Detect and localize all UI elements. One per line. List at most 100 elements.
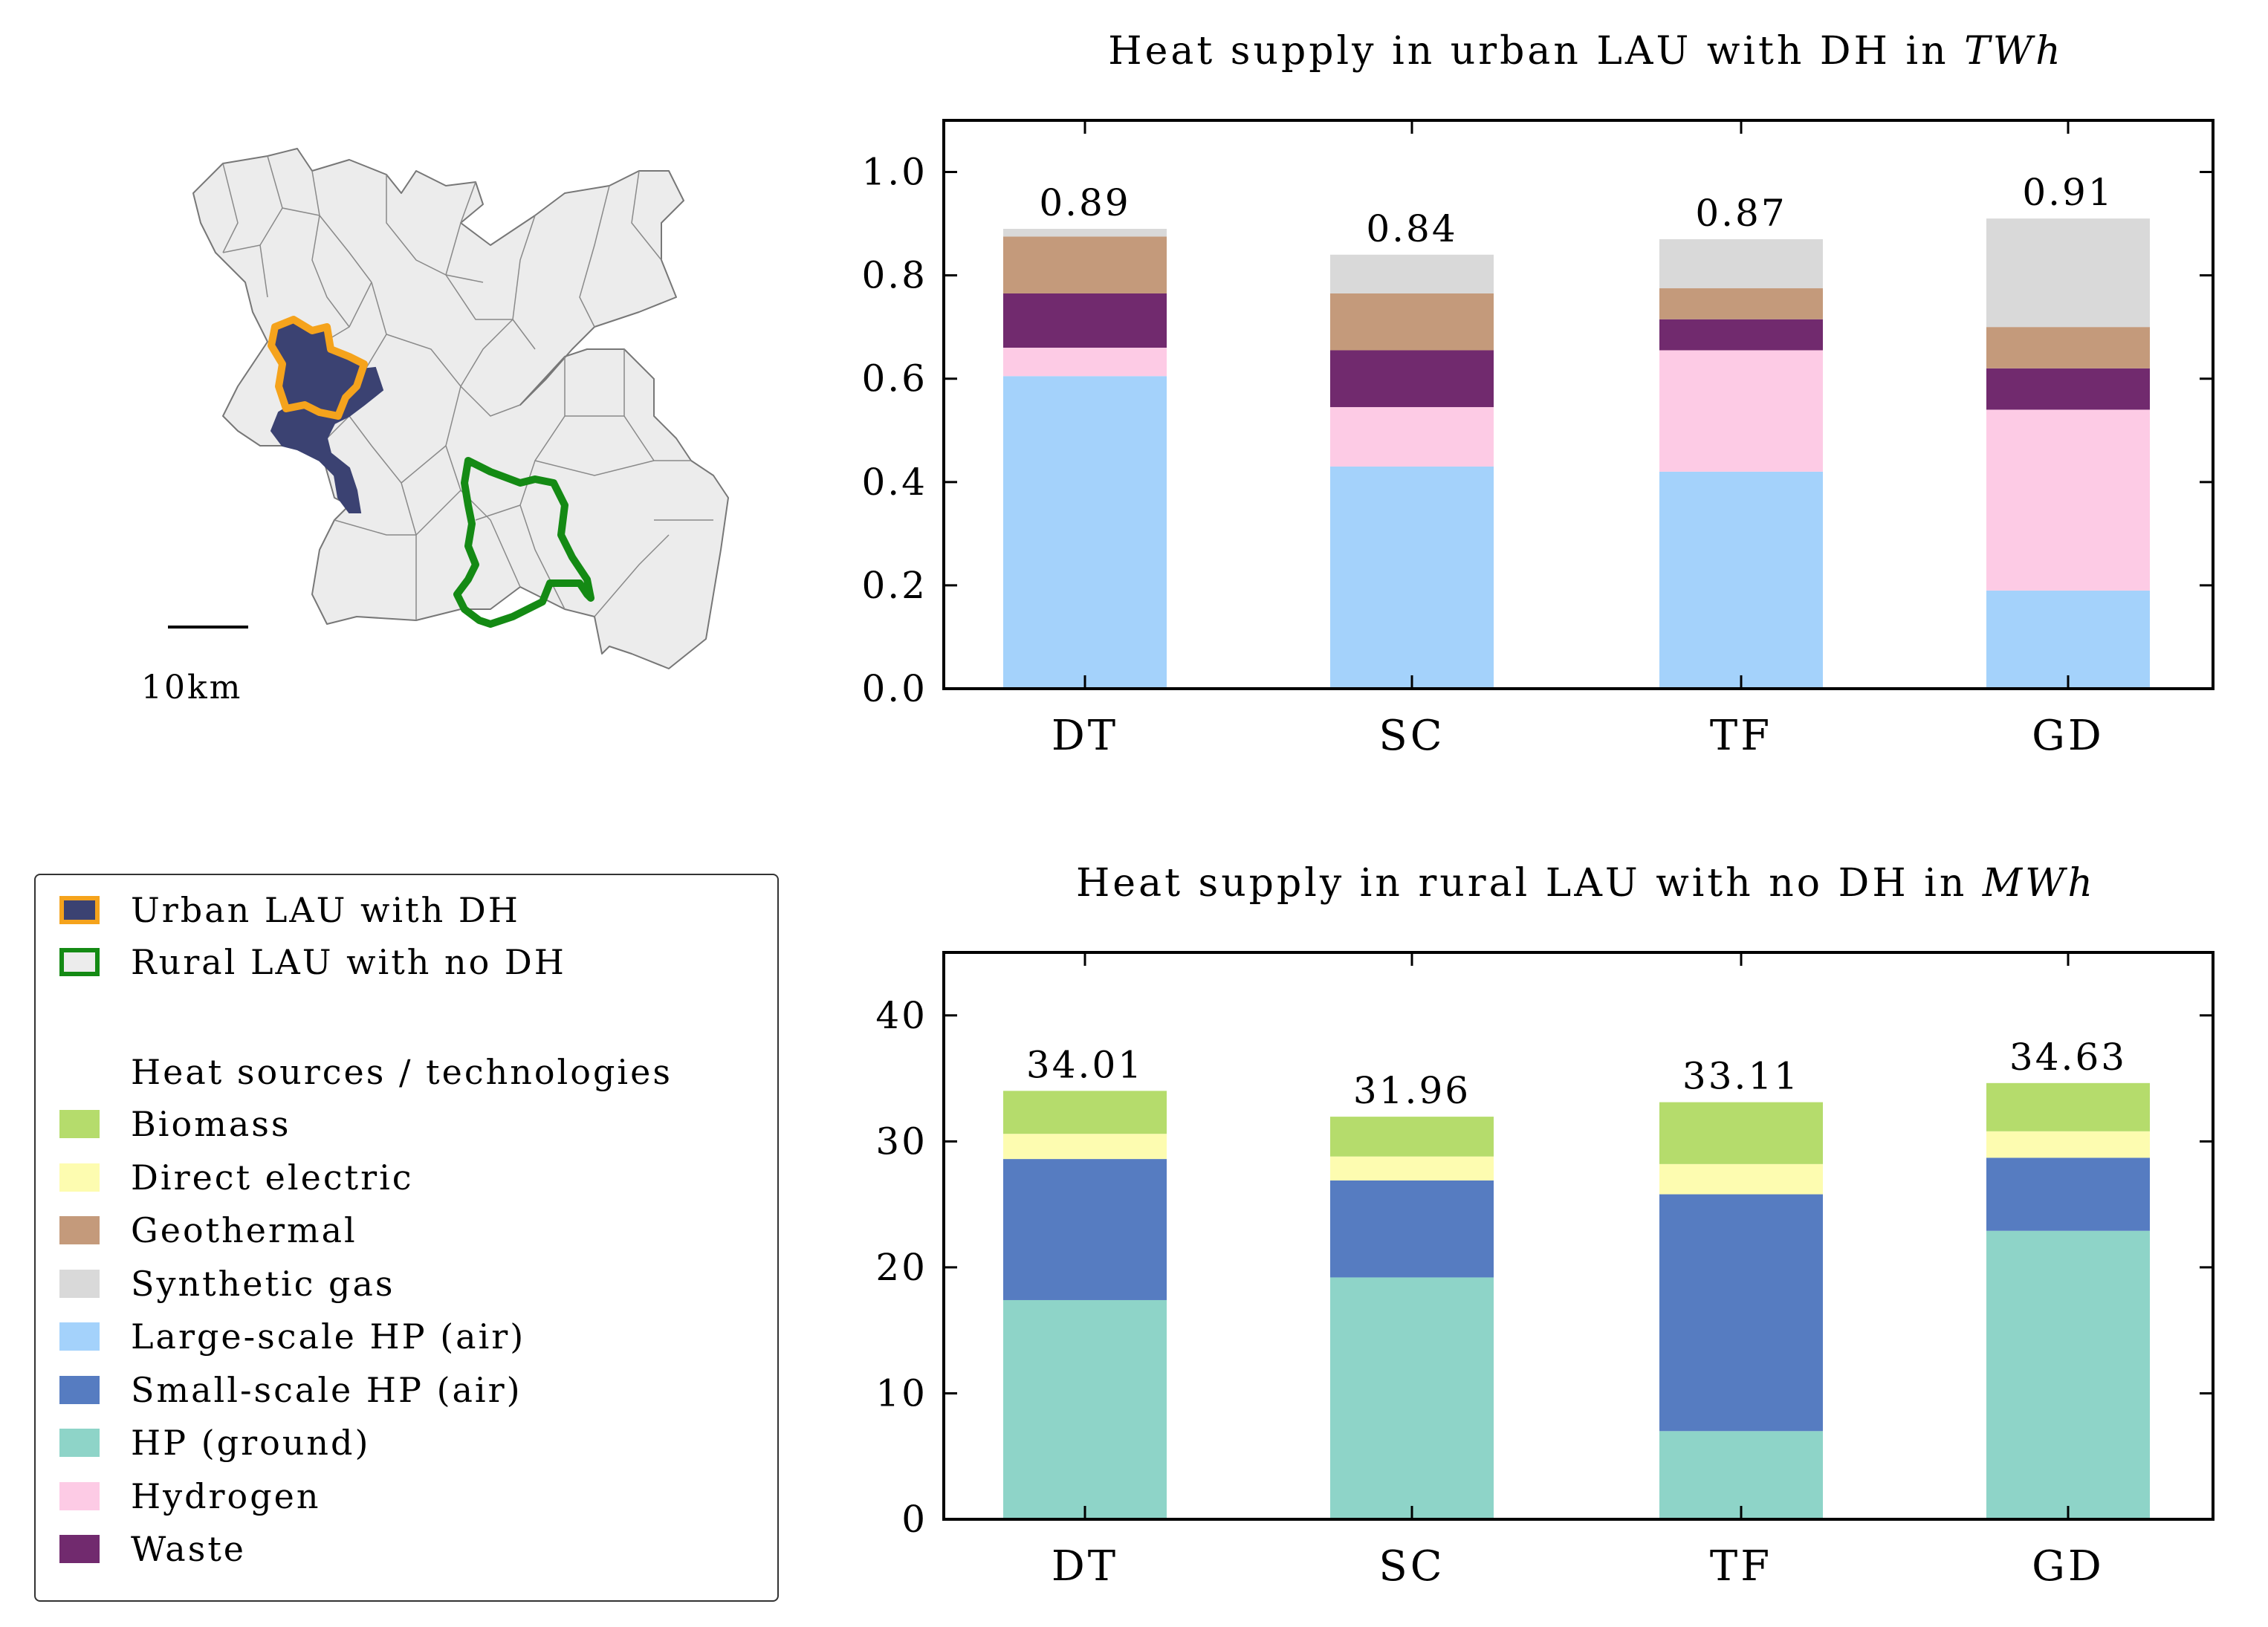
legend-label: Direct electric <box>131 1157 414 1198</box>
xtick-label-DT: DT <box>1052 1542 1118 1591</box>
legend-label: Small-scale HP (air) <box>131 1369 522 1410</box>
legend-item-synthetic-gas: Synthetic gas <box>59 1263 395 1304</box>
legend-label: Synthetic gas <box>131 1263 395 1304</box>
bar-TF-hp-ground- <box>1659 1431 1823 1519</box>
bar-GD-large-scale-hp-air- <box>1986 590 2150 689</box>
legend-item-hydrogen: Hydrogen <box>59 1475 321 1516</box>
legend-item-urban: Urban LAU with DH <box>59 890 520 930</box>
legend-label: Rural LAU with no DH <box>131 942 566 982</box>
xtick-label-SC: SC <box>1378 1542 1445 1591</box>
xtick-label-TF: TF <box>1710 712 1772 760</box>
total-label-DT: 0.89 <box>1039 181 1130 224</box>
chart-rural: 34.01 31.96 33.11 34.63 0 10 20 30 40 DT SC TF GD Hea… <box>875 861 2214 1591</box>
bar-GD-waste <box>1986 368 2150 410</box>
total-label-TF: 33.11 <box>1682 1055 1800 1098</box>
bar-GD-geothermal <box>1986 327 2150 368</box>
bar-DT-direct-electric <box>1003 1134 1167 1160</box>
urban-lau-dh-highlight <box>268 316 368 420</box>
bar-GD-hydrogen <box>1986 409 2150 591</box>
legend-item-hp-ground-: HP (ground) <box>59 1423 371 1463</box>
bar-SC-synthetic-gas <box>1330 254 1494 293</box>
bar-TF-small-scale-hp-air- <box>1659 1194 1823 1432</box>
legend-swatch <box>59 896 100 924</box>
chart-urban: 0.89 0.84 0.87 0.91 0.0 0.2 0.4 0.6 0.8 1.0 DT SC TF… <box>861 29 2214 760</box>
legend-item-large-scale-hp-air-: Large-scale HP (air) <box>59 1316 526 1357</box>
xtick-label-GD: GD <box>2032 1542 2105 1591</box>
bar-GD-direct-electric <box>1986 1131 2150 1158</box>
legend-swatch <box>59 1269 100 1298</box>
ytick-label: 0.0 <box>861 667 927 710</box>
chart-title-unit: TWh <box>1964 29 2064 74</box>
bar-TF-hydrogen <box>1659 350 1823 472</box>
ytick-label: 10 <box>875 1371 927 1415</box>
bar-DT-hp-ground- <box>1003 1299 1167 1519</box>
bar-GD-synthetic-gas <box>1986 218 2150 328</box>
chart-title-unit: MWh <box>1982 861 2096 906</box>
bar-TF-large-scale-hp-air- <box>1659 471 1823 689</box>
legend-item-direct-electric: Direct electric <box>59 1157 414 1198</box>
legend-swatch <box>59 1535 100 1563</box>
ytick-label: 0.8 <box>861 254 927 297</box>
ytick-label: 20 <box>875 1246 927 1289</box>
xtick-label-DT: DT <box>1052 712 1118 760</box>
xtick-label-SC: SC <box>1378 712 1445 760</box>
bar-TF-waste <box>1659 319 1823 351</box>
legend-label: Hydrogen <box>131 1475 321 1516</box>
lau-regions <box>192 148 729 669</box>
ytick-label: 0.6 <box>861 357 927 400</box>
bar-TF-geothermal <box>1659 288 1823 319</box>
legend-item-biomass: Biomass <box>59 1104 291 1144</box>
legend-item-geothermal: Geothermal <box>59 1210 357 1250</box>
chart-title: Heat supply in urban LAU with DH in TWh <box>1108 29 2063 74</box>
bar-SC-waste <box>1330 350 1494 407</box>
ytick-label: 0.2 <box>861 564 927 607</box>
bar-TF-biomass <box>1659 1102 1823 1164</box>
scale-label: 10km <box>141 669 243 707</box>
ytick-label: 30 <box>875 1120 927 1163</box>
total-label-GD: 34.63 <box>2009 1036 2127 1079</box>
bar-SC-geothermal <box>1330 293 1494 351</box>
chart-title-text: Heat supply in urban LAU with DH in <box>1108 29 1964 74</box>
legend-swatch <box>59 1322 100 1351</box>
bar-TF-direct-electric <box>1659 1163 1823 1195</box>
legend-label: HP (ground) <box>131 1423 371 1463</box>
ytick-label: 0.4 <box>861 461 927 504</box>
chart-title-text: Heat supply in rural LAU with no DH in <box>1076 861 1983 906</box>
bar-SC-large-scale-hp-air- <box>1330 466 1494 689</box>
legend-swatch <box>59 948 100 976</box>
chart-title: Heat supply in rural LAU with no DH in M… <box>1076 861 2096 906</box>
legend-label: Biomass <box>131 1104 291 1144</box>
legend-swatch <box>59 1110 100 1138</box>
legend-item-waste: Waste <box>59 1529 247 1569</box>
xtick-label-GD: GD <box>2032 712 2105 760</box>
bar-TF-synthetic-gas <box>1659 238 1823 289</box>
region-map <box>168 148 729 669</box>
bar-DT-synthetic-gas <box>1003 229 1167 237</box>
ytick-label: 1.0 <box>861 151 927 194</box>
bar-DT-large-scale-hp-air- <box>1003 376 1167 689</box>
legend-item-small-scale-hp-air-: Small-scale HP (air) <box>59 1369 522 1410</box>
legend-swatch <box>59 1375 100 1404</box>
xtick-label-TF: TF <box>1710 1542 1772 1591</box>
bar-GD-hp-ground- <box>1986 1230 2150 1519</box>
legend-swatch <box>59 1163 100 1192</box>
bar-SC-biomass <box>1330 1117 1494 1157</box>
plot-frame <box>942 951 2214 1521</box>
ytick-label: 0 <box>901 1498 927 1541</box>
bar-GD-small-scale-hp-air- <box>1986 1157 2150 1231</box>
bar-SC-hydrogen <box>1330 406 1494 467</box>
legend-swatch <box>59 1429 100 1457</box>
bar-GD-biomass <box>1986 1082 2150 1131</box>
legend-tech-title: Heat sources / technologies <box>131 1052 673 1092</box>
bar-DT-waste <box>1003 293 1167 348</box>
bar-SC-hp-ground- <box>1330 1277 1494 1519</box>
total-label-SC: 31.96 <box>1353 1069 1471 1112</box>
legend: Urban LAU with DH Rural LAU with no DH He… <box>34 874 779 1602</box>
legend-label: Waste <box>131 1529 247 1569</box>
ytick-label: 40 <box>875 994 927 1037</box>
bar-DT-small-scale-hp-air- <box>1003 1159 1167 1300</box>
legend-label: Geothermal <box>131 1210 357 1250</box>
legend-label: Large-scale HP (air) <box>131 1316 526 1357</box>
bar-SC-small-scale-hp-air- <box>1330 1180 1494 1278</box>
legend-swatch <box>59 1481 100 1510</box>
